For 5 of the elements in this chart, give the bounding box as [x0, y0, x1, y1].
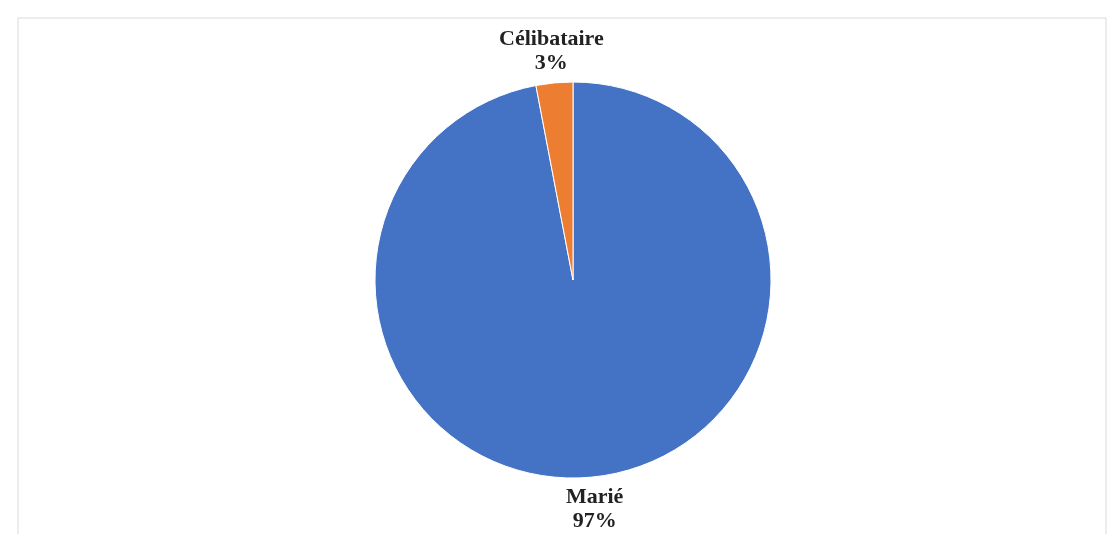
pie-slice — [374, 81, 772, 479]
slice-label: Célibataire — [499, 25, 604, 51]
slice-label: Marié — [565, 482, 624, 508]
data-label: 3% — [534, 49, 568, 75]
data-label: 97% — [572, 506, 617, 532]
